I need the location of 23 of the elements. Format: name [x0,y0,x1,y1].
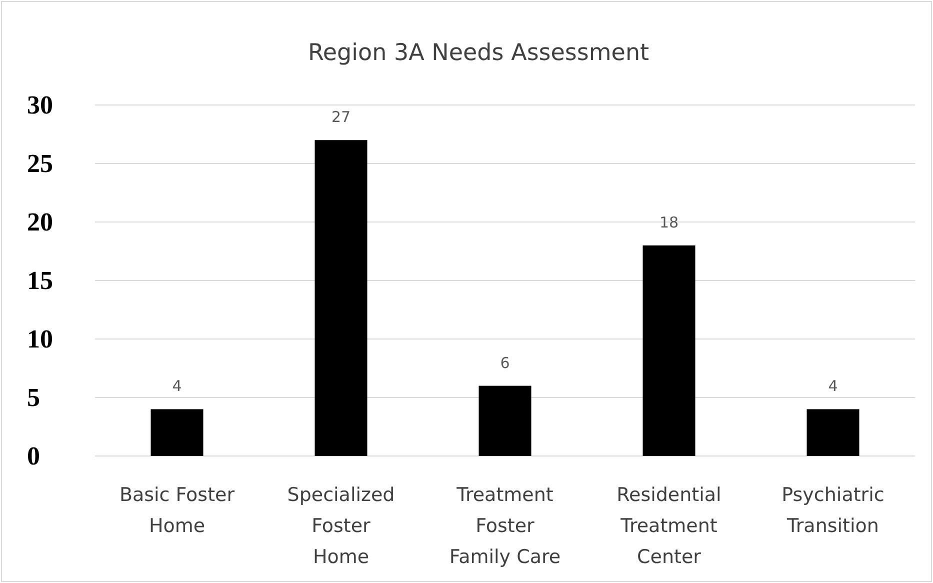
bar [806,409,860,456]
y-tick-label: 15 [27,266,53,295]
chart-title: Region 3A Needs Assessment [308,40,650,66]
x-tick-label: Specialized Foster Home [287,484,395,568]
y-tick-label: 20 [27,207,53,236]
bar [150,409,204,456]
y-tick-label: 10 [27,324,53,354]
data-label: 18 [659,213,679,232]
y-tick-label: 5 [27,382,40,412]
x-tick-label: Treatment Foster Family Care [449,484,561,568]
bar [314,140,368,456]
y-tick-label: 0 [27,441,40,470]
y-tick-label: 25 [27,148,53,178]
data-label: 4 [828,377,838,396]
bar [642,245,696,456]
bar [478,386,532,456]
x-tick-label: Basic Foster Home [119,484,235,537]
data-label: 6 [500,354,510,372]
data-label: 27 [331,108,351,126]
y-tick-label: 30 [27,90,53,120]
data-label: 4 [172,377,182,396]
x-tick-label: Psychiatric Transition [782,484,884,537]
x-tick-label: Residential Treatment Center [616,484,722,568]
